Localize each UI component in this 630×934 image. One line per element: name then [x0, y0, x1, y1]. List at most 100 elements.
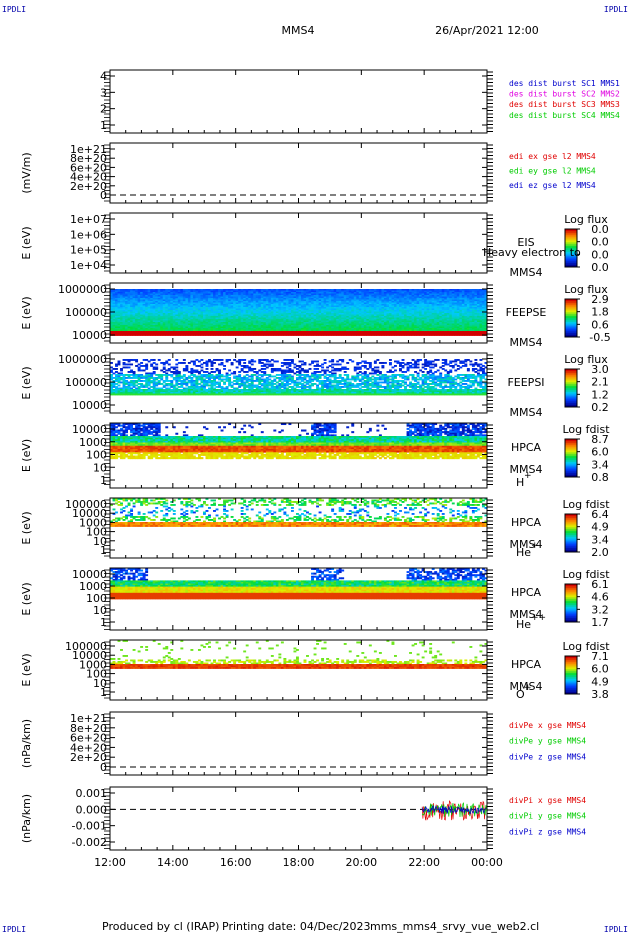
- spectro-cell: [197, 305, 201, 308]
- spectro-cell: [326, 304, 330, 306]
- spectro-cell: [213, 329, 216, 332]
- spectro-cell: [416, 293, 420, 296]
- spectro-cell: [416, 314, 420, 317]
- spectro-cell: [348, 307, 352, 309]
- spectro-cell: [147, 301, 151, 303]
- spectro-cell: [328, 298, 332, 300]
- spectro-cell: [285, 292, 289, 294]
- spectro-cell: [112, 298, 116, 300]
- spectro-cell: [190, 317, 194, 320]
- spectro-cell: [280, 332, 284, 335]
- spectro-cell: [358, 314, 362, 317]
- spectro-cell: [223, 302, 227, 305]
- spectro-cell: [376, 298, 380, 300]
- spectro-cell: [238, 326, 242, 329]
- spectro-cell: [328, 328, 332, 330]
- spectro-cell: [142, 332, 146, 335]
- spectro-cell: [187, 293, 191, 296]
- spectro-cell: [371, 331, 375, 333]
- spectro-cell: [275, 331, 279, 333]
- spectro-cell: [243, 316, 247, 318]
- spectro-cell: [376, 310, 380, 312]
- spectro-cell: [202, 301, 206, 303]
- spectro-cell: [240, 314, 244, 317]
- spectro-cell: [177, 298, 181, 300]
- spectro-cell: [228, 295, 232, 297]
- spectro-cell: [192, 311, 196, 314]
- spectro-cell: [152, 317, 156, 320]
- spectro-cell: [233, 304, 237, 306]
- spectro-cell: [135, 292, 139, 294]
- spectro-cell: [137, 326, 141, 329]
- spectro-cell: [192, 319, 196, 321]
- spectro-cell: [170, 301, 174, 303]
- spectro-cell: [223, 320, 227, 323]
- spectro-cell: [316, 329, 320, 332]
- spectro-cell: [321, 323, 325, 326]
- spectro-cell: [150, 319, 154, 321]
- spectro-cell: [358, 298, 362, 300]
- spectro-cell: [409, 292, 412, 294]
- spectro-cell: [165, 305, 169, 308]
- spectro-cell: [301, 332, 304, 335]
- spectro-cell: [368, 304, 372, 306]
- spectro-cell: [275, 326, 279, 329]
- spectro-cell: [288, 316, 292, 318]
- spectro-cell: [363, 331, 367, 333]
- spectro-cell: [172, 317, 176, 320]
- spectro-cell: [202, 325, 206, 327]
- spectro-cell: [361, 313, 365, 315]
- spectro-cell: [338, 319, 342, 321]
- spectro-cell: [306, 311, 309, 314]
- spectro-cell: [348, 290, 352, 293]
- spectro-cell: [248, 311, 252, 314]
- spectro-cell: [273, 332, 277, 335]
- spectro-cell: [394, 305, 397, 308]
- spectro-cell: [399, 290, 402, 293]
- spectro-cell: [265, 331, 269, 333]
- spectro-cell: [160, 331, 164, 333]
- spectro-cell: [177, 319, 181, 321]
- spectro-cell: [396, 299, 400, 302]
- spectro-cell: [353, 331, 357, 333]
- spectro-cell: [399, 308, 402, 311]
- spectro-cell: [353, 307, 357, 309]
- spectro-cell: [205, 307, 209, 309]
- spectro-cell: [172, 313, 176, 315]
- spectro-cell: [298, 295, 302, 297]
- spectro-cell: [341, 299, 345, 302]
- spectro-cell: [230, 325, 234, 327]
- spectro-cell: [316, 313, 320, 315]
- spectro-cell: [235, 313, 239, 315]
- spectro-cell: [338, 332, 342, 335]
- spectro-cell: [220, 295, 224, 297]
- spectro-cell: [187, 304, 191, 306]
- spectro-cell: [175, 334, 179, 336]
- spectro-cell: [162, 292, 166, 294]
- spectro-cell: [142, 328, 146, 330]
- spectro-cell: [346, 295, 350, 297]
- spectro-cell: [220, 302, 224, 305]
- spectro-cell: [255, 323, 259, 326]
- spectro-cell: [321, 326, 325, 329]
- spectro-cell: [122, 325, 126, 327]
- spectro-cell: [248, 308, 252, 311]
- spectro-cell: [195, 313, 199, 315]
- spectro-cell: [137, 331, 141, 333]
- spectro-cell: [285, 323, 289, 326]
- spectro-cell: [260, 311, 264, 314]
- spectro-cell: [290, 319, 294, 321]
- spectro-cell: [180, 329, 184, 332]
- spectro-cell: [301, 304, 304, 306]
- spectro-cell: [165, 307, 169, 309]
- spectro-cell: [260, 305, 264, 308]
- spectro-cell: [275, 302, 279, 305]
- spectro-cell: [197, 316, 201, 318]
- spectro-cell: [404, 302, 407, 305]
- spectro-cell: [182, 313, 186, 315]
- spectro-cell: [185, 323, 189, 326]
- spectro-cell: [225, 313, 229, 315]
- spectro-cell: [177, 320, 181, 323]
- spectro-cell: [117, 320, 121, 323]
- spectro-cell: [293, 299, 297, 302]
